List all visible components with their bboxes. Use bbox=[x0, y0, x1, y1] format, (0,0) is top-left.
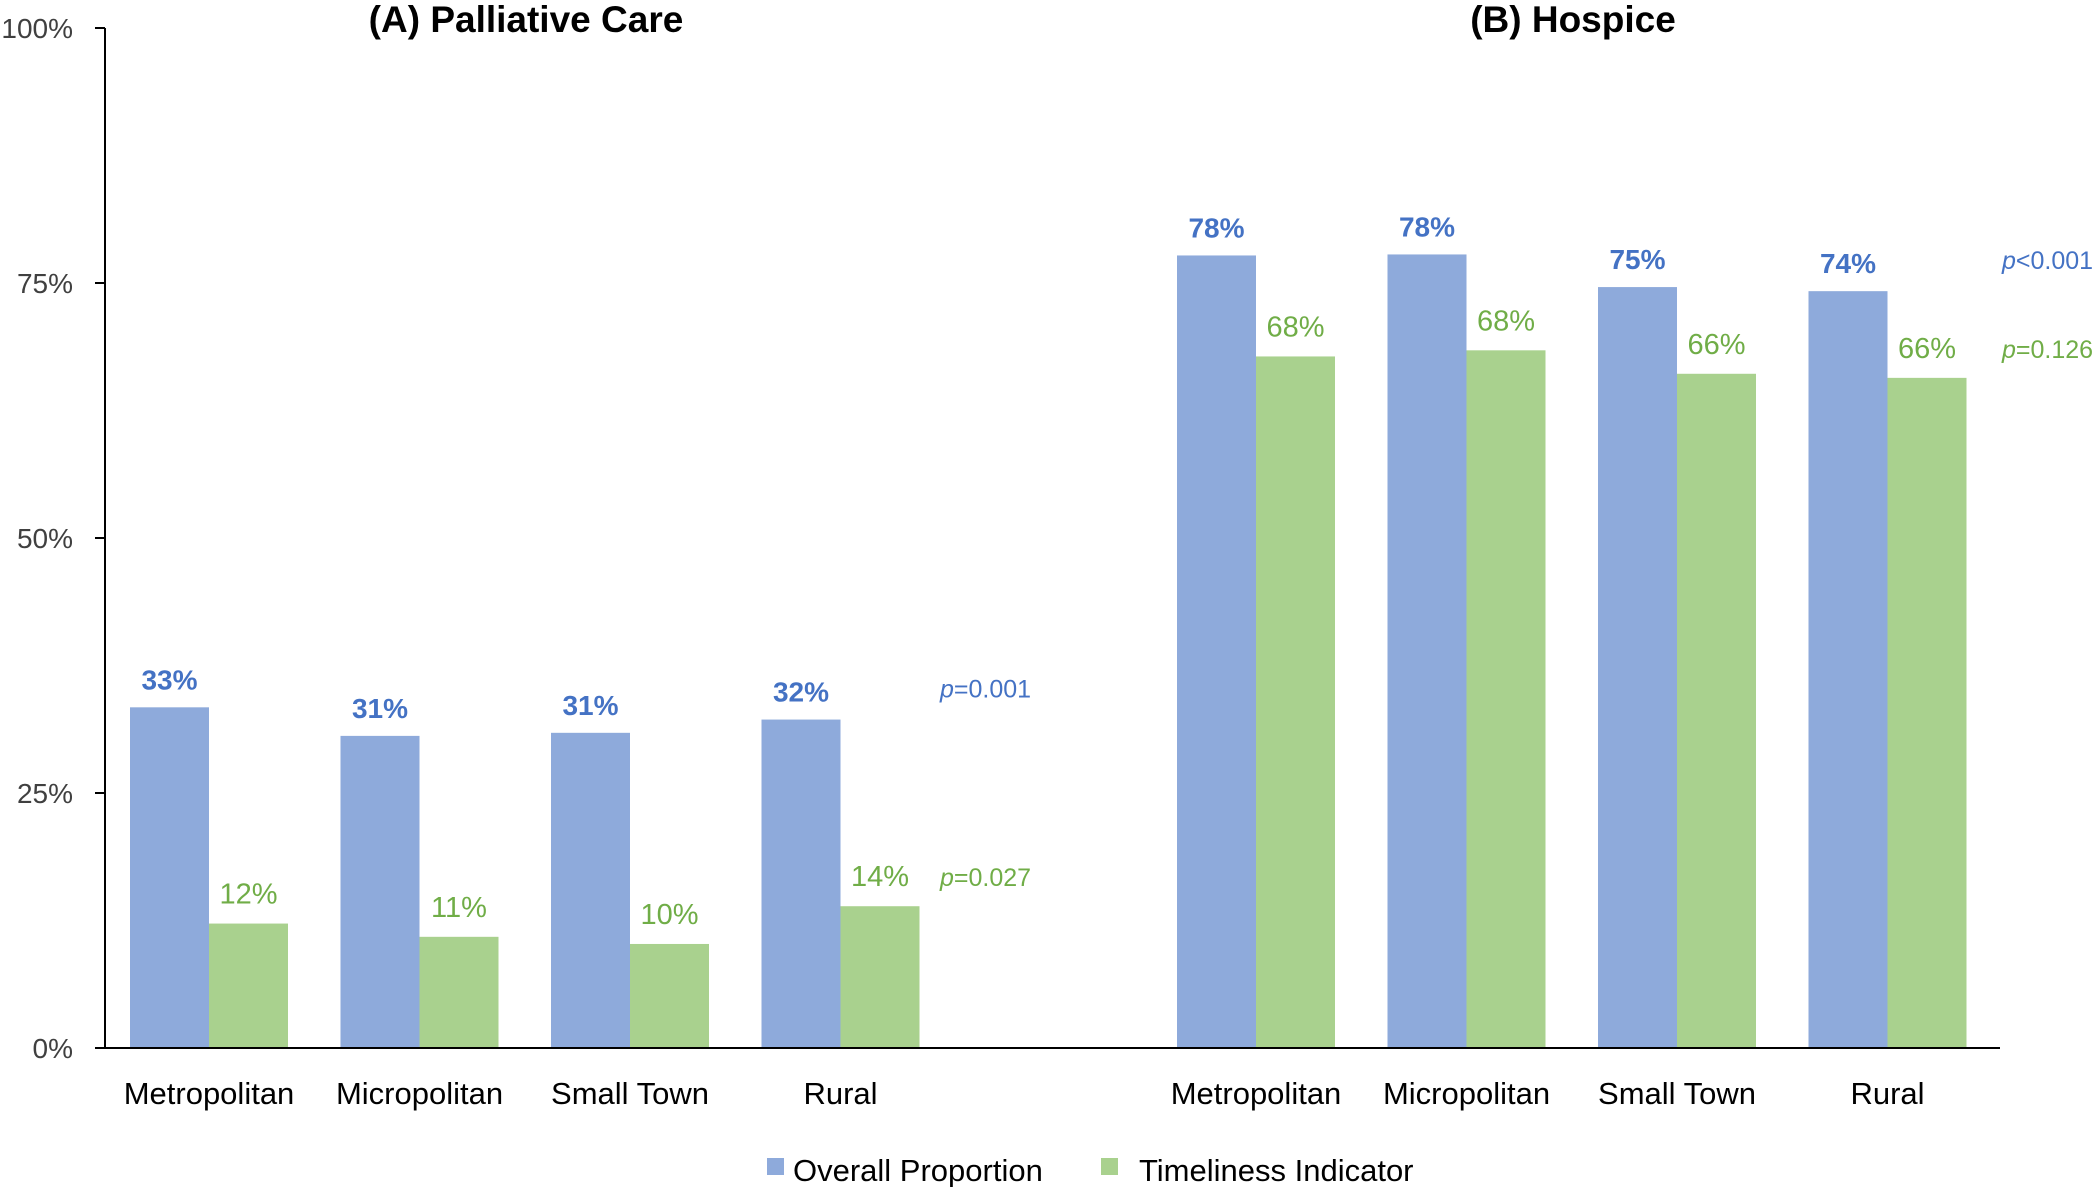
category-label: Rural bbox=[803, 1076, 877, 1111]
p-value-label: p=0.126 bbox=[2001, 336, 2093, 364]
data-label-timeliness: 14% bbox=[851, 861, 909, 893]
data-label-overall: 78% bbox=[1399, 211, 1455, 242]
data-label-timeliness: 12% bbox=[219, 879, 277, 911]
bar-timeliness-indicator bbox=[1466, 350, 1546, 1048]
category-label: Metropolitan bbox=[1171, 1076, 1342, 1111]
bar-overall-proportion bbox=[761, 719, 841, 1048]
bar-timeliness-indicator bbox=[1887, 377, 1967, 1048]
category-label: Micropolitan bbox=[1383, 1076, 1550, 1111]
legend-label-timeliness: Timeliness Indicator bbox=[1139, 1153, 1414, 1187]
legend-swatch-timeliness bbox=[1101, 1158, 1118, 1175]
legend-swatch-overall bbox=[767, 1158, 784, 1175]
y-tick-label: 100% bbox=[1, 13, 73, 44]
panel-title: (A) Palliative Care bbox=[369, 0, 684, 40]
bar-overall-proportion bbox=[340, 735, 420, 1048]
bar-timeliness-indicator bbox=[419, 936, 499, 1048]
y-tick-label: 25% bbox=[17, 778, 73, 809]
category-label: Metropolitan bbox=[124, 1076, 295, 1111]
data-label-timeliness: 10% bbox=[640, 899, 698, 931]
p-value-label: p<0.001 bbox=[2001, 247, 2093, 275]
y-tick-label: 75% bbox=[17, 268, 73, 299]
p-value-label: p=0.027 bbox=[939, 864, 1031, 892]
bar-overall-proportion bbox=[1177, 255, 1256, 1048]
bar-timeliness-indicator bbox=[840, 906, 920, 1048]
legend-label-overall: Overall Proportion bbox=[793, 1153, 1043, 1187]
y-tick-label: 50% bbox=[17, 523, 73, 554]
bar-timeliness-indicator bbox=[209, 923, 288, 1048]
category-label: Rural bbox=[1850, 1076, 1924, 1111]
data-label-overall: 74% bbox=[1820, 248, 1876, 279]
bar-timeliness-indicator bbox=[1256, 356, 1335, 1048]
category-label: Small Town bbox=[1598, 1076, 1756, 1111]
data-label-overall: 78% bbox=[1188, 212, 1244, 243]
data-label-timeliness: 68% bbox=[1266, 311, 1324, 343]
data-label-overall: 33% bbox=[141, 664, 197, 695]
panel-title: (B) Hospice bbox=[1470, 0, 1676, 40]
data-label-timeliness: 66% bbox=[1687, 329, 1745, 361]
bar-timeliness-indicator bbox=[1677, 373, 1756, 1048]
data-label-timeliness: 11% bbox=[431, 892, 487, 924]
category-label: Micropolitan bbox=[336, 1076, 503, 1111]
data-label-timeliness: 66% bbox=[1898, 333, 1956, 365]
bar-overall-proportion bbox=[130, 707, 209, 1048]
data-label-overall: 32% bbox=[773, 677, 829, 708]
data-label-overall: 31% bbox=[562, 690, 618, 721]
data-label-timeliness: 68% bbox=[1477, 305, 1535, 337]
category-label: Small Town bbox=[551, 1076, 709, 1111]
bar-timeliness-indicator bbox=[630, 943, 709, 1048]
y-tick-label: 0% bbox=[33, 1033, 73, 1064]
bar-overall-proportion bbox=[1598, 287, 1677, 1049]
bar-overall-proportion bbox=[1808, 291, 1888, 1048]
data-label-overall: 75% bbox=[1609, 244, 1665, 275]
p-value-label: p=0.001 bbox=[939, 676, 1031, 704]
data-label-overall: 31% bbox=[352, 693, 408, 724]
bar-overall-proportion bbox=[1387, 254, 1467, 1048]
bar-overall-proportion bbox=[551, 732, 630, 1048]
